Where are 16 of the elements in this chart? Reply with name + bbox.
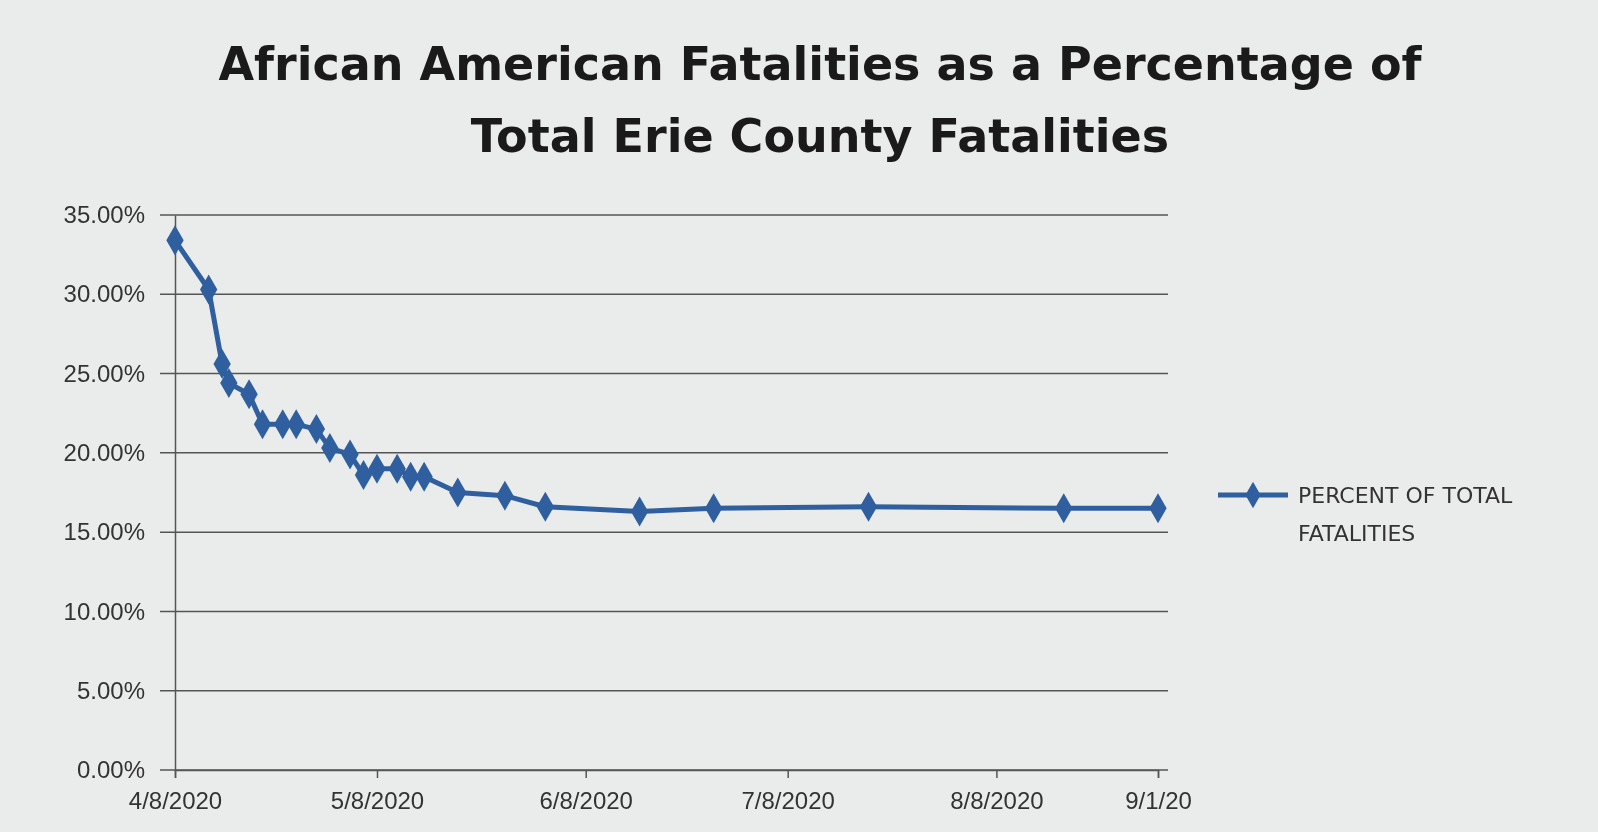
y-tick-label: 10.00%	[63, 597, 145, 625]
x-tick-label: 5/8/2020	[330, 787, 425, 815]
x-tick-label: 6/8/2020	[539, 787, 633, 815]
y-tick-label: 0.00%	[76, 756, 145, 784]
y-tick-label: 15.00%	[63, 518, 145, 546]
y-tick-label: 35.00%	[63, 201, 145, 229]
y-tick-label: 5.00%	[76, 676, 145, 704]
x-tick-label: 4/8/2020	[128, 787, 223, 815]
y-tick-label: 20.00%	[63, 439, 145, 467]
x-tick-label: 9/1/20	[1125, 787, 1192, 815]
x-tick-label: 8/8/2020	[950, 787, 1044, 815]
y-tick-label: 25.00%	[63, 359, 145, 387]
y-tick-label: 30.00%	[63, 280, 145, 308]
chart-title: African American Fatalities as a Percentage of Total Erie County Fatalities	[218, 37, 1423, 163]
x-tick-label: 7/8/2020	[741, 787, 835, 815]
legend-label: PERCENT OF TOTAL FATALITIES	[1298, 483, 1514, 546]
